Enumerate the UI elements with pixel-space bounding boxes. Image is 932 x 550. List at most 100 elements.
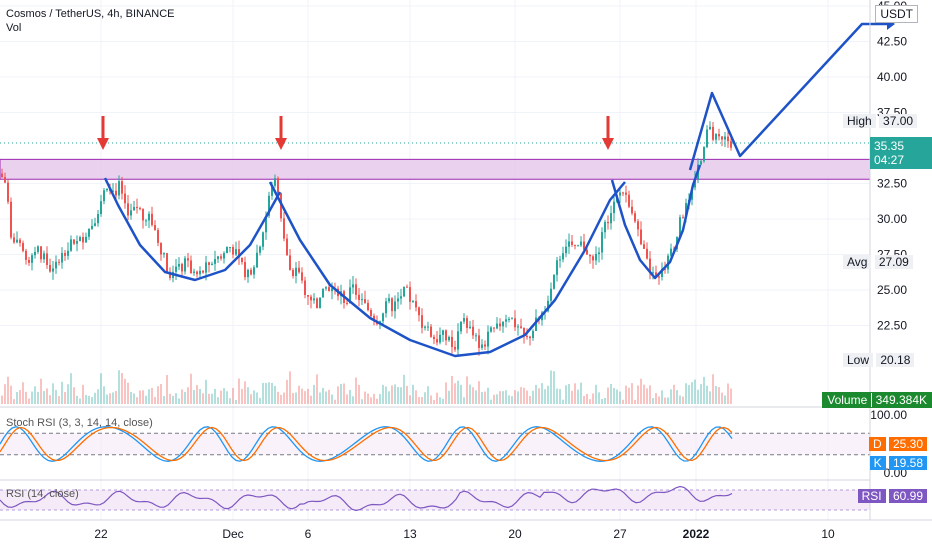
candle-body [67,250,69,256]
volume-bar [148,389,150,404]
x-tick-label: 13 [403,527,417,541]
volume-bar [286,379,288,404]
candle-body [130,210,132,216]
volume-bar [478,381,480,404]
y-tick-label: 22.50 [877,319,907,333]
candle-body [721,136,723,140]
candle-body [592,256,594,261]
volume-bar [550,370,552,404]
candle-body [49,264,51,272]
pattern-line [103,177,282,282]
volume-bar [88,395,90,404]
volume-bar [127,382,129,404]
candle-body [490,327,492,332]
x-tick-label: Dec [222,527,243,541]
volume-bar [316,374,318,404]
candle-body [298,267,300,273]
candle-body [199,270,201,275]
volume-bar [247,387,249,404]
volume-bar [166,374,168,404]
currency-button[interactable]: USDT [875,5,918,23]
candle-body [703,147,705,162]
candle-body [193,271,195,273]
candle-body [448,336,450,341]
candle-body [355,284,357,295]
volume-bar [160,384,162,404]
volume-bar [664,397,666,404]
candle-body [679,217,681,237]
rsi-line [0,485,733,512]
volume-bar [700,384,702,404]
volume-bar [388,391,390,404]
volume-bar [40,378,42,404]
volume-bar [451,375,453,404]
volume-bar [508,395,510,404]
candle-body [154,225,156,231]
stoch-k-value: 19.58 [888,456,927,470]
volume-bar [325,391,327,404]
volume-bar [31,391,33,404]
volume-bar [430,395,432,404]
candle-body [325,287,327,289]
candle-body [475,335,477,337]
volume-bar [688,385,690,404]
candle-body [181,263,183,272]
candle-body [604,221,606,233]
candle-body [619,192,621,196]
avg-label: Avg [843,255,872,269]
candle-body [433,336,435,340]
volume-bar [133,393,135,404]
volume-bar [670,389,672,404]
volume-bar [196,385,198,404]
volume-bar [697,389,699,404]
candle-body [655,272,657,277]
volume-bar [706,385,708,404]
volume-bar [424,392,426,404]
volume-bar [46,388,48,404]
volume-bar [610,383,612,404]
candle-body [4,176,6,183]
volume-bar [79,398,81,404]
candle-body [370,310,372,316]
y-tick-label: 25.00 [877,283,907,297]
candle-body [7,182,9,202]
candle-body [145,220,147,222]
candle-body [598,252,600,255]
candle-body [523,327,525,337]
stoch-rsi-pane [0,426,870,462]
candle-body [394,301,396,312]
candle-body [364,299,366,303]
candle-body [637,221,639,230]
candle-body [262,232,264,247]
low-label: Low [843,353,874,367]
candle-body [526,336,528,338]
volume-bar [361,399,363,404]
x-tick-label: 2022 [683,527,710,541]
candle-body [550,288,552,301]
volume-bar [385,386,387,404]
volume-bar [352,396,354,404]
volume-bar [55,390,57,404]
volume-bar [169,393,171,404]
volume-bar [70,373,72,404]
volume-bar [607,387,609,404]
candle-body [583,241,585,250]
volume-bar [121,373,123,404]
volume-bar [421,397,423,404]
candle-body [553,274,555,289]
candle-body [502,321,504,327]
candle-body [397,298,399,302]
volume-bar [433,399,435,404]
candle-body [412,301,414,303]
candle-body [712,126,714,140]
candle-body [271,185,273,196]
candle-body [628,194,630,207]
volume-bar [163,395,165,404]
high-label: High [843,114,876,128]
candle-body [403,286,405,297]
volume-bar [493,394,495,404]
volume-bars [1,370,732,404]
candle-body [622,192,624,194]
